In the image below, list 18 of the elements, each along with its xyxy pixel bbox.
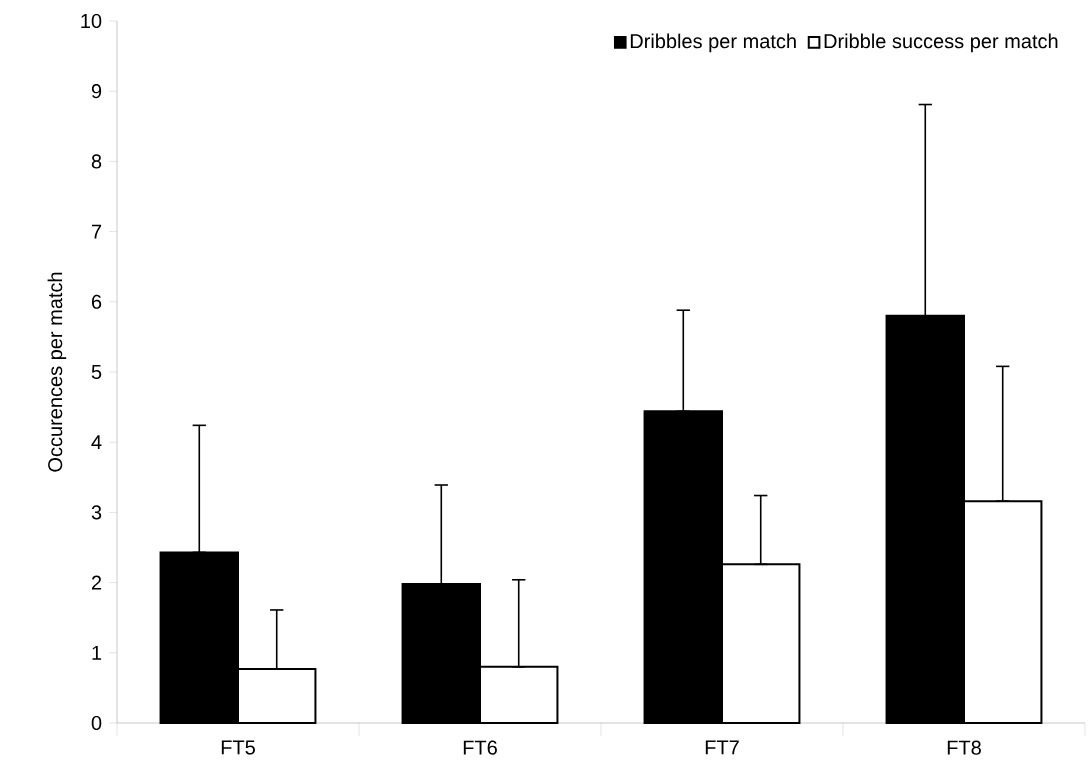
y-tick-label: 9 (91, 84, 102, 99)
y-tick-label: 6 (91, 294, 102, 309)
y-tick-label: 4 (91, 435, 102, 450)
x-tick-label: FT5 (221, 740, 255, 755)
y-tick-label: 0 (91, 715, 102, 731)
y-axis-title: Occurences per match (47, 272, 67, 472)
y-tick-label: 5 (91, 365, 102, 379)
y-tick-label: 8 (91, 154, 102, 169)
y-tick-label: 1 (92, 645, 102, 660)
y-tick-label: 2 (91, 575, 102, 590)
y-tick-label: 7 (91, 224, 102, 239)
x-tick-label: FT8 (947, 740, 981, 755)
legend-label: Dribble success per match (824, 33, 1058, 53)
x-tick-label: FT7 (705, 740, 739, 755)
x-tick-label: FT6 (463, 740, 497, 755)
y-tick-label: 3 (91, 505, 102, 520)
y-tick-label: 10 (81, 13, 102, 29)
legend-label: Dribbles per match (630, 33, 796, 53)
